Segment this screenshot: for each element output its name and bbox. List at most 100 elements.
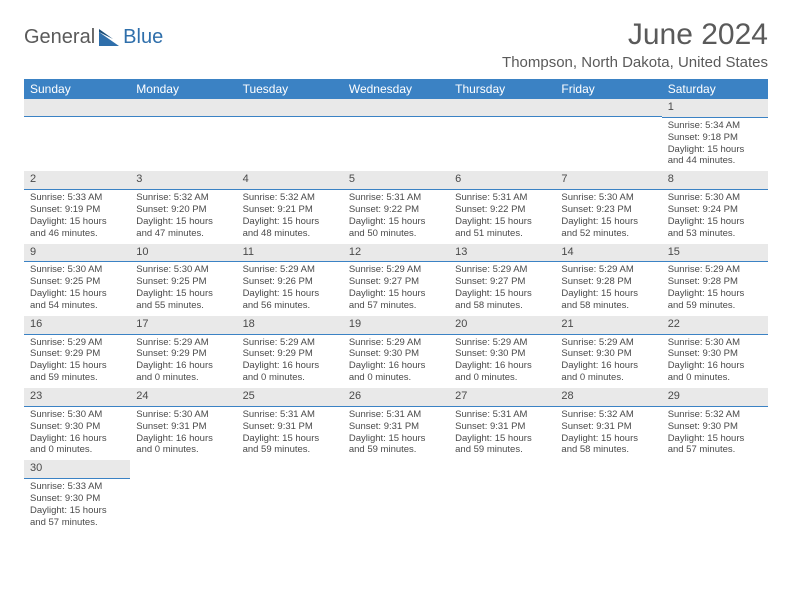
sunrise-text: Sunrise: 5:30 AM (30, 409, 124, 421)
sunrise-text: Sunrise: 5:29 AM (349, 337, 443, 349)
day-data: Sunrise: 5:30 AMSunset: 9:24 PMDaylight:… (662, 190, 768, 244)
daylight-text: Daylight: 15 hours and 56 minutes. (243, 288, 337, 312)
day-data: Sunrise: 5:29 AMSunset: 9:30 PMDaylight:… (343, 335, 449, 389)
day-number: 3 (130, 171, 236, 190)
calendar-day-cell: 10Sunrise: 5:30 AMSunset: 9:25 PMDayligh… (130, 244, 236, 316)
day-number: 17 (130, 316, 236, 335)
calendar-day-cell: 5Sunrise: 5:31 AMSunset: 9:22 PMDaylight… (343, 171, 449, 243)
calendar-empty-cell (343, 460, 449, 532)
day-data: Sunrise: 5:31 AMSunset: 9:31 PMDaylight:… (449, 407, 555, 461)
day-data: Sunrise: 5:29 AMSunset: 9:29 PMDaylight:… (237, 335, 343, 389)
sunset-text: Sunset: 9:20 PM (136, 204, 230, 216)
calendar-empty-cell (237, 99, 343, 171)
sunrise-text: Sunrise: 5:30 AM (668, 337, 762, 349)
sunset-text: Sunset: 9:30 PM (668, 421, 762, 433)
calendar-day-cell: 25Sunrise: 5:31 AMSunset: 9:31 PMDayligh… (237, 388, 343, 460)
daylight-text: Daylight: 15 hours and 48 minutes. (243, 216, 337, 240)
calendar-week-row: 23Sunrise: 5:30 AMSunset: 9:30 PMDayligh… (24, 388, 768, 460)
day-data: Sunrise: 5:29 AMSunset: 9:27 PMDaylight:… (343, 262, 449, 316)
calendar-day-cell: 29Sunrise: 5:32 AMSunset: 9:30 PMDayligh… (662, 388, 768, 460)
calendar-table: SundayMondayTuesdayWednesdayThursdayFrid… (24, 79, 768, 533)
sunrise-text: Sunrise: 5:29 AM (243, 337, 337, 349)
calendar-week-row: 16Sunrise: 5:29 AMSunset: 9:29 PMDayligh… (24, 316, 768, 388)
empty-day-bar (237, 99, 343, 117)
daylight-text: Daylight: 16 hours and 0 minutes. (455, 360, 549, 384)
daylight-text: Daylight: 15 hours and 59 minutes. (243, 433, 337, 457)
sunrise-text: Sunrise: 5:32 AM (561, 409, 655, 421)
calendar-empty-cell (130, 460, 236, 532)
day-number: 28 (555, 388, 661, 407)
sunrise-text: Sunrise: 5:29 AM (455, 337, 549, 349)
empty-day-bar (24, 99, 130, 117)
sunrise-text: Sunrise: 5:33 AM (30, 481, 124, 493)
calendar-day-cell: 14Sunrise: 5:29 AMSunset: 9:28 PMDayligh… (555, 244, 661, 316)
sunset-text: Sunset: 9:30 PM (455, 348, 549, 360)
sunset-text: Sunset: 9:18 PM (668, 132, 762, 144)
calendar-day-cell: 20Sunrise: 5:29 AMSunset: 9:30 PMDayligh… (449, 316, 555, 388)
empty-day-bar (130, 99, 236, 117)
day-number: 2 (24, 171, 130, 190)
day-number: 19 (343, 316, 449, 335)
daylight-text: Daylight: 16 hours and 0 minutes. (30, 433, 124, 457)
calendar-empty-cell (662, 460, 768, 532)
day-data: Sunrise: 5:29 AMSunset: 9:30 PMDaylight:… (449, 335, 555, 389)
daylight-text: Daylight: 15 hours and 59 minutes. (668, 288, 762, 312)
sunrise-text: Sunrise: 5:31 AM (455, 409, 549, 421)
logo-flag-icon (99, 29, 121, 47)
sunrise-text: Sunrise: 5:30 AM (668, 192, 762, 204)
day-data: Sunrise: 5:29 AMSunset: 9:26 PMDaylight:… (237, 262, 343, 316)
daylight-text: Daylight: 15 hours and 52 minutes. (561, 216, 655, 240)
calendar-day-cell: 3Sunrise: 5:32 AMSunset: 9:20 PMDaylight… (130, 171, 236, 243)
daylight-text: Daylight: 16 hours and 0 minutes. (561, 360, 655, 384)
day-data: Sunrise: 5:29 AMSunset: 9:28 PMDaylight:… (662, 262, 768, 316)
calendar-header-row: SundayMondayTuesdayWednesdayThursdayFrid… (24, 79, 768, 99)
sunset-text: Sunset: 9:31 PM (561, 421, 655, 433)
calendar-week-row: 30Sunrise: 5:33 AMSunset: 9:30 PMDayligh… (24, 460, 768, 532)
day-data: Sunrise: 5:30 AMSunset: 9:30 PMDaylight:… (24, 407, 130, 461)
day-number: 18 (237, 316, 343, 335)
calendar-day-cell: 15Sunrise: 5:29 AMSunset: 9:28 PMDayligh… (662, 244, 768, 316)
day-data: Sunrise: 5:30 AMSunset: 9:31 PMDaylight:… (130, 407, 236, 461)
day-number: 5 (343, 171, 449, 190)
day-data: Sunrise: 5:34 AMSunset: 9:18 PMDaylight:… (662, 118, 768, 172)
day-number: 30 (24, 460, 130, 479)
day-data: Sunrise: 5:30 AMSunset: 9:25 PMDaylight:… (130, 262, 236, 316)
sunset-text: Sunset: 9:31 PM (349, 421, 443, 433)
day-number: 14 (555, 244, 661, 263)
calendar-day-cell: 16Sunrise: 5:29 AMSunset: 9:29 PMDayligh… (24, 316, 130, 388)
calendar-empty-cell (24, 99, 130, 171)
sunset-text: Sunset: 9:29 PM (136, 348, 230, 360)
sunrise-text: Sunrise: 5:29 AM (349, 264, 443, 276)
day-header: Tuesday (237, 79, 343, 99)
sunset-text: Sunset: 9:31 PM (455, 421, 549, 433)
sunset-text: Sunset: 9:29 PM (243, 348, 337, 360)
calendar-day-cell: 23Sunrise: 5:30 AMSunset: 9:30 PMDayligh… (24, 388, 130, 460)
calendar-empty-cell (555, 460, 661, 532)
daylight-text: Daylight: 15 hours and 57 minutes. (668, 433, 762, 457)
day-data: Sunrise: 5:32 AMSunset: 9:20 PMDaylight:… (130, 190, 236, 244)
daylight-text: Daylight: 15 hours and 46 minutes. (30, 216, 124, 240)
daylight-text: Daylight: 15 hours and 59 minutes. (349, 433, 443, 457)
calendar-empty-cell (555, 99, 661, 171)
calendar-day-cell: 2Sunrise: 5:33 AMSunset: 9:19 PMDaylight… (24, 171, 130, 243)
calendar-day-cell: 30Sunrise: 5:33 AMSunset: 9:30 PMDayligh… (24, 460, 130, 532)
daylight-text: Daylight: 15 hours and 53 minutes. (668, 216, 762, 240)
day-number: 22 (662, 316, 768, 335)
day-data: Sunrise: 5:33 AMSunset: 9:19 PMDaylight:… (24, 190, 130, 244)
sunrise-text: Sunrise: 5:30 AM (30, 264, 124, 276)
day-number: 13 (449, 244, 555, 263)
daylight-text: Daylight: 15 hours and 44 minutes. (668, 144, 762, 168)
day-data: Sunrise: 5:30 AMSunset: 9:30 PMDaylight:… (662, 335, 768, 389)
sunset-text: Sunset: 9:28 PM (668, 276, 762, 288)
day-number: 11 (237, 244, 343, 263)
day-header: Wednesday (343, 79, 449, 99)
logo-text-b: Blue (123, 26, 163, 49)
day-number: 21 (555, 316, 661, 335)
title-block: June 2024 Thompson, North Dakota, United… (502, 18, 768, 71)
sunrise-text: Sunrise: 5:31 AM (243, 409, 337, 421)
logo: General Blue (24, 18, 163, 49)
sunrise-text: Sunrise: 5:34 AM (668, 120, 762, 132)
day-number: 7 (555, 171, 661, 190)
day-number: 8 (662, 171, 768, 190)
day-number: 1 (662, 99, 768, 118)
